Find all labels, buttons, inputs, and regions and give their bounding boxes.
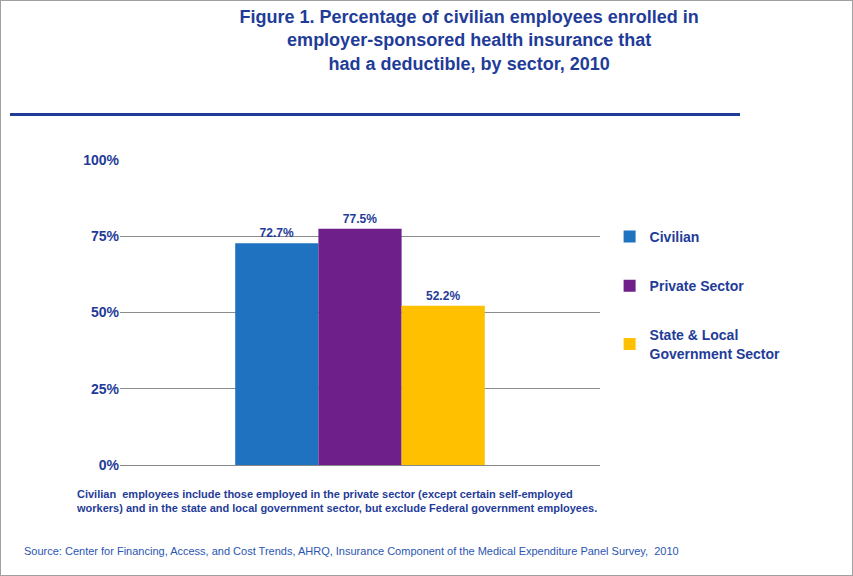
svg-text:50%: 50% <box>91 304 120 320</box>
svg-text:75%: 75% <box>91 228 120 244</box>
svg-text:Civilian: Civilian <box>650 229 700 245</box>
svg-text:100%: 100% <box>83 152 119 168</box>
svg-text:52.2%: 52.2% <box>426 289 460 303</box>
svg-text:25%: 25% <box>91 381 120 397</box>
svg-text:State & LocalGovernment Sector: State & LocalGovernment Sector <box>650 327 780 361</box>
svg-text:72.7%: 72.7% <box>260 226 294 240</box>
svg-text:Source: Center for Financing,: Source: Center for Financing, Access, an… <box>24 545 679 557</box>
svg-text:Civilian employees include th: Civilian employees include those employe… <box>76 488 597 514</box>
svg-text:Figure 1. Percentage of civili: Figure 1. Percentage of civilian employe… <box>240 7 699 74</box>
svg-text:Private Sector: Private Sector <box>650 278 745 294</box>
svg-text:77.5%: 77.5% <box>343 212 377 226</box>
svg-text:0%: 0% <box>99 457 120 473</box>
